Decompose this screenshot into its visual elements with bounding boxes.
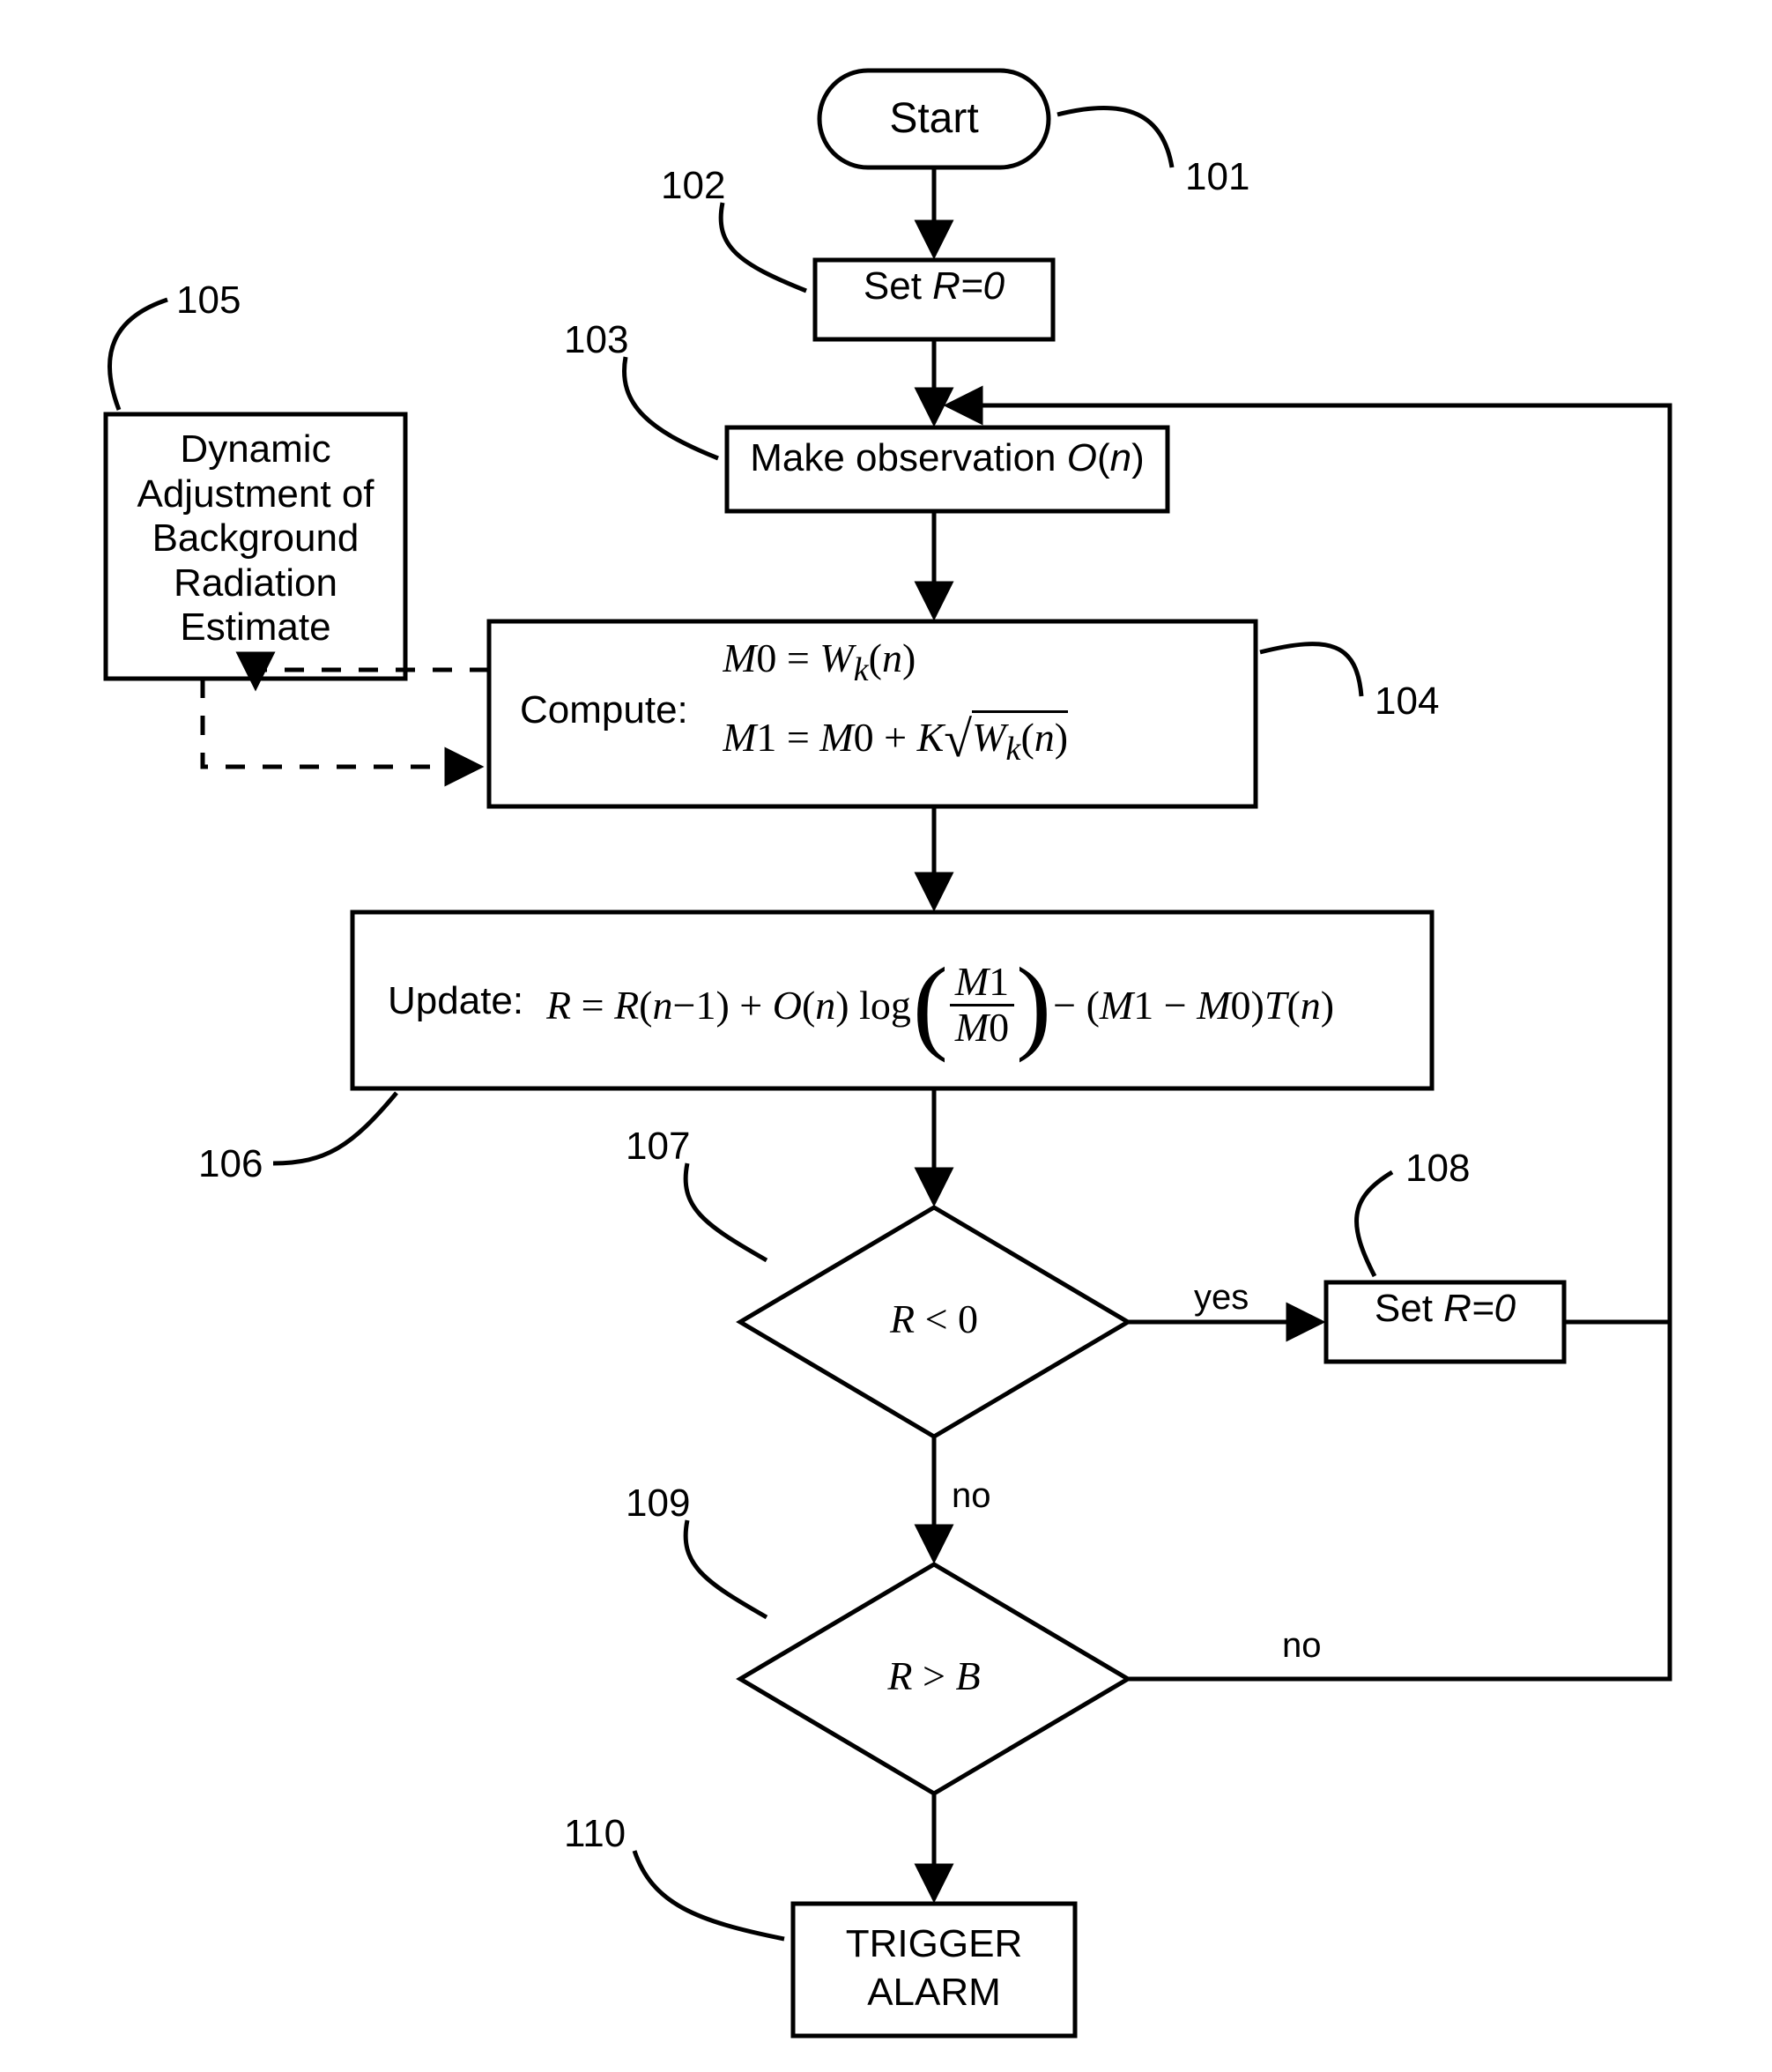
node-compute-lead: Compute: <box>520 688 688 732</box>
node-update-eq: R = R(n−1) + O(n) log ( M1 M0 ) − (M1 − … <box>546 930 1419 1080</box>
callout-110 <box>634 1851 784 1939</box>
node-decision-r-lt-0: R < 0 <box>740 1207 1128 1437</box>
node-compute-eq2: M1 = M0 + K√Wk(n) <box>723 709 1242 769</box>
edge-dec2-no-label: no <box>1282 1626 1322 1665</box>
callout-104 <box>1260 644 1361 696</box>
callout-109 <box>686 1520 767 1617</box>
callout-101 <box>1057 108 1172 168</box>
node-trigger-alarm-l2: ALARM <box>867 1971 1001 2014</box>
ref-110: 110 <box>564 1812 626 1855</box>
edge-setr0b-loop <box>947 405 1670 1322</box>
edge-dec1-no-label: no <box>952 1476 991 1515</box>
callout-106 <box>273 1093 397 1163</box>
node-start: Start <box>819 71 1049 167</box>
node-decision-r-gt-b-label: R > B <box>828 1652 1040 1699</box>
callout-103 <box>624 357 718 458</box>
ref-109: 109 <box>626 1482 690 1525</box>
node-set-r0-b: Set R=0 <box>1326 1282 1564 1362</box>
node-compute: Compute: M0 = Wk(n) M1 = M0 + K√Wk(n) <box>489 621 1256 806</box>
node-observation: Make observation O(n) <box>727 427 1168 511</box>
node-dynamic-adjustment: Dynamic Adjustment of Background Radiati… <box>106 414 405 679</box>
callout-108 <box>1357 1172 1392 1276</box>
node-set-r0-b-label: Set R=0 <box>1326 1287 1564 1331</box>
ref-102: 102 <box>661 164 725 207</box>
ref-104: 104 <box>1375 680 1439 723</box>
node-start-label: Start <box>889 95 978 142</box>
callout-102 <box>721 203 806 291</box>
edge-dec2-no <box>1128 1322 1670 1679</box>
node-trigger-alarm-l1: TRIGGER <box>846 1922 1022 1965</box>
node-compute-eq1: M0 = Wk(n) <box>723 635 1234 689</box>
node-decision-r-lt-0-label: R < 0 <box>828 1296 1040 1342</box>
ref-108: 108 <box>1405 1147 1470 1190</box>
ref-103: 103 <box>564 318 628 361</box>
callout-105 <box>109 300 167 410</box>
ref-107: 107 <box>626 1125 690 1168</box>
node-trigger-alarm: TRIGGER ALARM <box>793 1904 1075 2036</box>
edge-dec1-yes-label: yes <box>1194 1278 1249 1317</box>
callout-107 <box>686 1163 767 1260</box>
ref-101: 101 <box>1185 155 1249 198</box>
node-set-r0-label: Set R=0 <box>815 264 1053 308</box>
node-update: Update: R = R(n−1) + O(n) log ( M1 M0 ) … <box>352 912 1432 1088</box>
node-dynamic-adjustment-label: Dynamic Adjustment of Background Radiati… <box>115 427 397 650</box>
edge-dyn-to-compute <box>203 679 480 767</box>
ref-105: 105 <box>176 278 241 322</box>
node-observation-label: Make observation O(n) <box>727 436 1168 480</box>
node-update-lead: Update: <box>388 979 523 1022</box>
node-decision-r-gt-b: R > B <box>740 1564 1128 1794</box>
node-set-r0: Set R=0 <box>815 260 1053 339</box>
ref-106: 106 <box>198 1142 263 1185</box>
